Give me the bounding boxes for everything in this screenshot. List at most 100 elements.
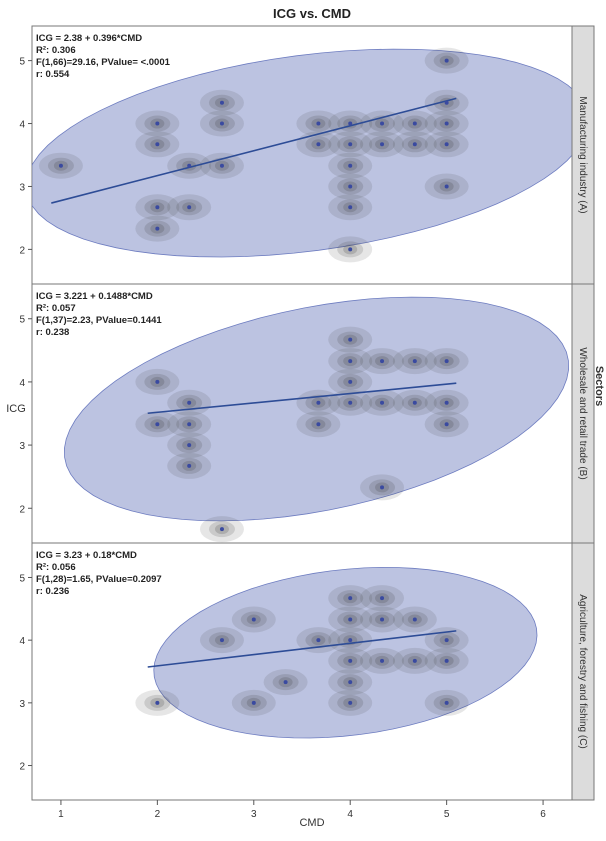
x-axis: 1 2 3 4 5 6: [58, 800, 546, 820]
data-point: [348, 121, 353, 126]
panel-plot-area: [32, 47, 572, 263]
x-tick-label: 6: [540, 809, 546, 820]
data-point: [380, 142, 385, 147]
stat-line: ICG = 3.23 + 0.18*CMD: [36, 550, 137, 561]
data-point: [348, 142, 353, 147]
stat-line: r: 0.554: [36, 69, 70, 80]
data-point: [380, 359, 385, 364]
data-point: [219, 163, 224, 168]
data-point: [219, 527, 224, 532]
data-point: [316, 142, 321, 147]
data-point: [348, 700, 353, 705]
data-point: [348, 617, 353, 622]
data-point: [412, 142, 417, 147]
y-tick-label: 3: [19, 182, 25, 193]
y-tick-label: 4: [19, 378, 25, 389]
sector-label: Agriculture, forestry and fishing (C): [577, 594, 588, 749]
data-point: [316, 422, 321, 427]
data-point: [444, 422, 449, 427]
data-point: [444, 121, 449, 126]
data-point: [412, 121, 417, 126]
data-point: [444, 638, 449, 643]
data-point: [187, 400, 192, 405]
data-point: [316, 400, 321, 405]
data-point: [348, 658, 353, 663]
fit-line: [147, 382, 457, 415]
data-point: [348, 337, 353, 342]
stat-line: r: 0.236: [36, 586, 69, 597]
data-point: [187, 443, 192, 448]
stat-line: F(1,66)=29.16, PValue= <.0001: [36, 57, 171, 68]
data-point: [348, 359, 353, 364]
data-point: [348, 680, 353, 685]
data-point: [58, 163, 63, 168]
stat-line: ICG = 2.38 + 0.396*CMD: [36, 33, 142, 44]
data-point: [348, 184, 353, 189]
data-point: [380, 485, 385, 490]
data-point: [155, 422, 160, 427]
data-point: [219, 100, 224, 105]
x-tick-label: 2: [155, 809, 161, 820]
fit-line: [147, 630, 457, 668]
stat-line: ICG = 3.221 + 0.1488*CMD: [36, 291, 153, 302]
x-tick-label: 1: [58, 809, 64, 820]
density-ellipse: [32, 48, 572, 258]
data-point: [348, 638, 353, 643]
y-axis-label: ICG: [6, 403, 26, 415]
y-tick-label: 5: [19, 315, 25, 326]
data-point: [444, 359, 449, 364]
data-point: [380, 658, 385, 663]
data-point: [316, 121, 321, 126]
y-tick-label: 2: [19, 762, 25, 773]
data-point: [155, 700, 160, 705]
panel-plot-area: [63, 296, 570, 543]
data-point: [155, 142, 160, 147]
data-point: [444, 58, 449, 63]
chart-title: ICG vs. CMD: [273, 6, 351, 21]
data-point: [283, 680, 288, 685]
data-point: [348, 400, 353, 405]
data-point: [187, 205, 192, 210]
data-point: [219, 638, 224, 643]
y-tick-label: 2: [19, 245, 25, 256]
data-point: [348, 163, 353, 168]
data-point: [380, 121, 385, 126]
sector-label: Wholesale and retail trade (B): [577, 347, 588, 479]
data-point: [444, 400, 449, 405]
stat-line: R²: 0.306: [36, 45, 76, 56]
fit-line: [51, 97, 457, 204]
x-tick-label: 4: [347, 809, 353, 820]
stat-line: R²: 0.057: [36, 303, 76, 314]
data-point: [348, 596, 353, 601]
data-point: [444, 700, 449, 705]
data-point: [251, 617, 256, 622]
y-tick-label: 3: [19, 699, 25, 710]
y-tick-label: 4: [19, 120, 25, 131]
y-tick-label: 4: [19, 636, 25, 647]
data-point: [251, 700, 256, 705]
y-tick-label: 3: [19, 441, 25, 452]
data-point: [380, 617, 385, 622]
data-point: [380, 400, 385, 405]
stat-line: F(1,37)=2.23, PValue=0.1441: [36, 315, 162, 326]
data-point: [444, 100, 449, 105]
density-ellipse: [153, 566, 538, 739]
x-axis-label: CMD: [299, 817, 324, 829]
data-point: [412, 617, 417, 622]
data-point: [187, 422, 192, 427]
sector-strip: [571, 542, 595, 801]
sector-label: Manufacturing industry (A): [577, 96, 588, 213]
data-point: [187, 463, 192, 468]
y-tick-label: 5: [19, 573, 25, 584]
y-tick-label: 5: [19, 57, 25, 68]
data-point: [316, 638, 321, 643]
stat-line: F(1,28)=1.65, PValue=0.2097: [36, 574, 162, 585]
stat-line: r: 0.238: [36, 327, 69, 338]
data-point: [412, 400, 417, 405]
